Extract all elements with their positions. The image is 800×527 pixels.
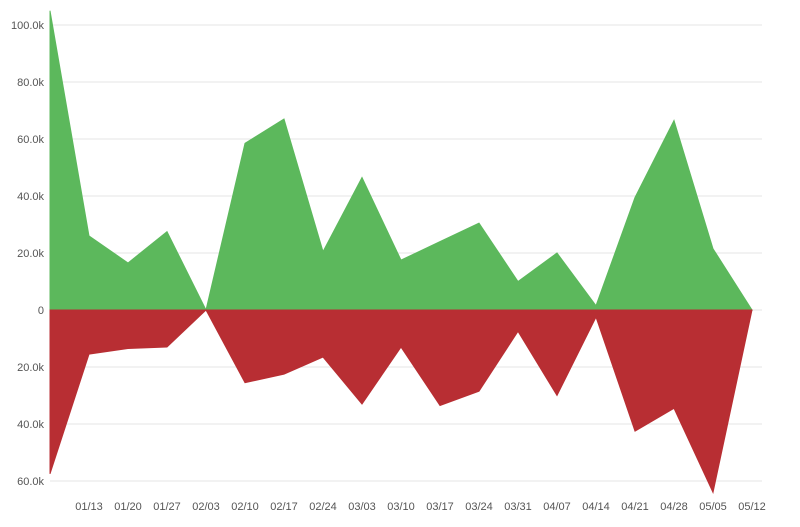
y-tick-label: 20.0k <box>17 248 44 260</box>
y-tick-label: 0 <box>38 305 44 317</box>
x-tick-label: 03/10 <box>387 501 415 513</box>
x-tick-label: 01/27 <box>153 501 181 513</box>
x-tick-label: 02/24 <box>309 501 337 513</box>
x-tick-label: 03/31 <box>504 501 532 513</box>
x-tick-label: 04/14 <box>582 501 610 513</box>
x-tick-label: 01/20 <box>114 501 142 513</box>
x-tick-label: 05/12 <box>738 501 766 513</box>
y-axis-tick-labels: 100.0k 80.0k 60.0k 40.0k 20.0k 0 20.0k 40.0k 60.… <box>11 20 45 488</box>
positive-series-area <box>49 10 753 312</box>
negative-series-area <box>49 309 753 494</box>
x-tick-label: 01/13 <box>75 501 103 513</box>
y-tick-label: 40.0k <box>17 191 44 203</box>
x-tick-label: 03/24 <box>465 501 493 513</box>
x-tick-label: 03/03 <box>348 501 376 513</box>
y-tick-label: 80.0k <box>17 77 44 89</box>
y-tick-label: 20.0k <box>17 362 44 374</box>
y-tick-label: 100.0k <box>11 20 45 32</box>
x-tick-label: 04/07 <box>543 501 571 513</box>
y-tick-label: 60.0k <box>17 134 44 146</box>
y-tick-label: 40.0k <box>17 419 44 431</box>
x-tick-label: 03/17 <box>426 501 454 513</box>
x-tick-label: 02/10 <box>231 501 259 513</box>
x-tick-label: 04/28 <box>660 501 688 513</box>
x-axis-tick-labels: 01/13 01/20 01/27 02/03 02/10 02/17 02/24 03/03… <box>75 501 766 513</box>
y-tick-label: 60.0k <box>17 476 44 488</box>
x-tick-label: 02/17 <box>270 501 298 513</box>
series-areas <box>49 10 753 494</box>
x-tick-label: 04/21 <box>621 501 649 513</box>
x-tick-label: 05/05 <box>699 501 727 513</box>
x-tick-label: 02/03 <box>192 501 220 513</box>
